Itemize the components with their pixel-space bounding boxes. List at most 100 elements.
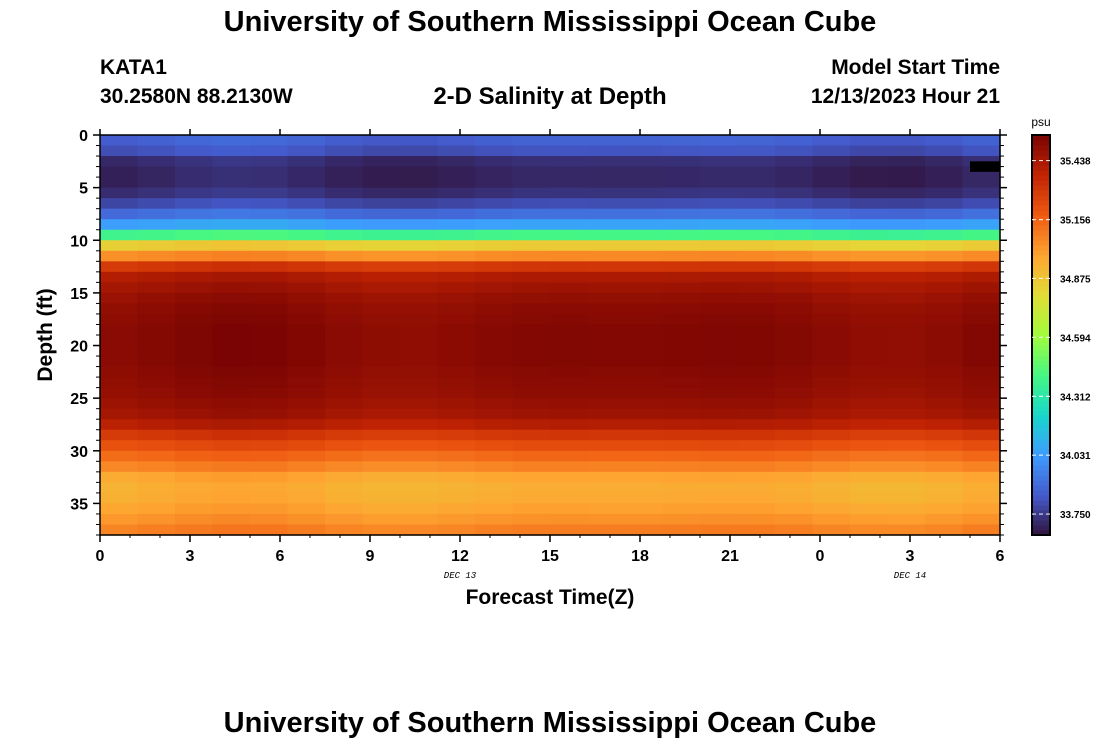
heatmap-cell [362, 145, 401, 157]
heatmap-cell [775, 313, 814, 326]
heatmap-cell [887, 366, 926, 378]
heatmap-cell [925, 398, 964, 410]
heatmap-cell [325, 324, 364, 336]
heatmap-cell [775, 471, 814, 483]
heatmap-cell [550, 440, 589, 452]
x-tick-label: 12 [451, 548, 469, 565]
heatmap-cell [100, 408, 139, 420]
heatmap-cell [137, 419, 176, 431]
heatmap-cell [137, 208, 176, 220]
heatmap-cell [850, 208, 889, 220]
heatmap-cell [962, 324, 1001, 336]
colorbar-segment [1032, 300, 1050, 306]
colorbar-segment [1032, 230, 1050, 236]
heatmap-cell [775, 503, 814, 515]
y-axis: 0 5 10 15 20 25 30 35 [70, 128, 1007, 536]
heatmap-cell [512, 450, 551, 462]
heatmap-cell [212, 313, 251, 326]
heatmap-cell [512, 177, 551, 189]
heatmap-cell [400, 419, 439, 431]
heatmap-cell [662, 419, 701, 431]
heatmap-cell [812, 398, 851, 410]
heatmap-cell [100, 356, 139, 368]
heatmap-cell [587, 219, 626, 231]
colorbar-segment [1032, 385, 1050, 391]
heatmap-cell [925, 303, 964, 315]
heatmap-cell [925, 282, 964, 294]
y-tick-label: 20 [70, 339, 88, 356]
heatmap-cell [137, 177, 176, 189]
heatmap-cell [100, 366, 139, 378]
heatmap-cell [850, 440, 889, 452]
colorbar-segment [1032, 200, 1050, 206]
heatmap-cell [325, 461, 364, 473]
heatmap-cell [362, 313, 401, 326]
colorbar-segment [1032, 240, 1050, 246]
y-tick-label: 15 [70, 286, 88, 303]
heatmap-cell [700, 398, 739, 410]
heatmap-cell [812, 335, 851, 347]
colorbar-segment [1032, 135, 1050, 141]
colorbar-segment [1032, 290, 1050, 296]
heatmap-cell [737, 429, 776, 441]
heatmap-cell [512, 271, 551, 283]
y-tick-label: 30 [70, 444, 88, 461]
heatmap-cell [887, 261, 926, 273]
heatmap-cell [625, 198, 664, 210]
heatmap-cell [887, 187, 926, 199]
heatmap-cell [887, 492, 926, 505]
heatmap-cell [512, 156, 551, 168]
heatmap-cell [850, 461, 889, 473]
heatmap-cell [962, 208, 1001, 220]
heatmap-cell [512, 492, 551, 505]
heatmap-cell [887, 198, 926, 210]
heatmap-cell [775, 408, 814, 420]
heatmap-cell [662, 461, 701, 473]
heatmap-cell [700, 145, 739, 157]
colorbar-segment [1032, 185, 1050, 191]
heatmap-cell [137, 156, 176, 168]
colorbar-segment [1032, 380, 1050, 386]
colorbar-tick-label: 35.438 [1060, 157, 1091, 168]
heatmap-cell [662, 513, 701, 526]
heatmap-cell [850, 135, 889, 147]
heatmap-cell [400, 156, 439, 168]
heatmap-cell [287, 135, 326, 147]
heatmap-cell [812, 513, 851, 526]
heatmap-cell [887, 461, 926, 473]
colorbar-segment [1032, 330, 1050, 336]
colorbar-segment [1032, 515, 1050, 521]
heatmap-cell [962, 166, 1001, 178]
heatmap-cell [512, 440, 551, 452]
heatmap-cell [475, 135, 514, 147]
heatmap-cell [700, 408, 739, 420]
heatmap-cell [587, 303, 626, 315]
heatmap-cell [550, 240, 589, 252]
heatmap-cell [437, 440, 476, 452]
heatmap-cell [625, 419, 664, 431]
heatmap-cell [287, 282, 326, 294]
y-tick-label: 25 [70, 391, 88, 408]
heatmap-cell [812, 240, 851, 252]
heatmap-cell [100, 166, 139, 178]
heatmap-cell [700, 387, 739, 399]
heatmap-cell [362, 513, 401, 526]
heatmap-cell [775, 282, 814, 294]
date-label: DEC 13 [444, 571, 477, 581]
heatmap-cell [925, 250, 964, 262]
heatmap-cell [325, 135, 364, 147]
heatmap-cell [362, 198, 401, 210]
heatmap-cell [700, 198, 739, 210]
heatmap-cell [175, 513, 214, 526]
heatmap-cell [400, 387, 439, 399]
heatmap-cell [775, 377, 814, 389]
heatmap-cell [175, 229, 214, 241]
heatmap-cell [812, 503, 851, 515]
x-tick-label: 6 [276, 548, 285, 565]
colorbar-frame [1031, 134, 1051, 536]
heatmap-cell [287, 387, 326, 399]
colorbar-segment [1032, 155, 1050, 161]
heatmap-cell [700, 208, 739, 220]
heatmap-cell [287, 219, 326, 231]
heatmap-cell [700, 471, 739, 483]
